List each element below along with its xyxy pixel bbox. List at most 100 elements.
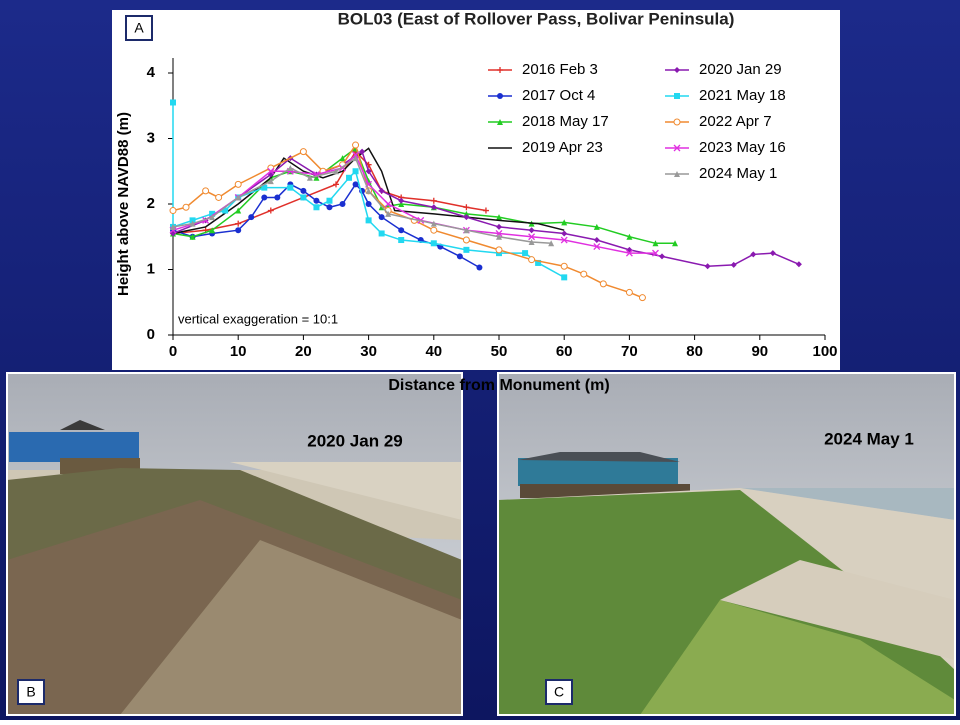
marker: [497, 67, 503, 73]
marker: [673, 144, 681, 152]
marker: [378, 230, 385, 237]
chart-panel: [112, 10, 840, 370]
marker: [528, 227, 535, 234]
panel-label: A: [134, 20, 144, 36]
panel-label-box: [17, 679, 45, 705]
marker: [365, 217, 372, 224]
marker: [235, 207, 242, 214]
panel-label: C: [554, 684, 564, 700]
marker: [561, 219, 568, 226]
marker: [476, 264, 483, 271]
x-tick-label: 60: [556, 343, 573, 360]
marker: [638, 294, 646, 302]
photo-caption: 2024 May 1: [824, 429, 914, 448]
marker: [333, 168, 339, 175]
marker: [169, 207, 177, 215]
marker: [398, 237, 405, 244]
marker: [496, 214, 502, 221]
marker: [672, 240, 679, 247]
marker: [326, 204, 333, 211]
marker: [659, 253, 665, 260]
x-tick-label: 80: [686, 343, 703, 360]
marker: [182, 203, 190, 211]
marker: [626, 233, 633, 240]
marker: [352, 141, 360, 149]
marker: [215, 193, 223, 201]
marker: [359, 148, 366, 155]
marker: [352, 155, 359, 162]
marker: [522, 250, 529, 257]
marker: [795, 261, 802, 268]
x-tick-label: 90: [751, 343, 768, 360]
marker: [248, 214, 255, 221]
marker: [170, 223, 176, 230]
marker: [352, 151, 360, 159]
marker: [652, 249, 659, 257]
marker: [625, 288, 633, 296]
series-line: [172, 153, 656, 254]
y-tick-label: 0: [147, 326, 155, 343]
marker: [625, 249, 633, 257]
marker: [580, 270, 588, 278]
marker: [495, 246, 503, 254]
marker: [535, 259, 542, 266]
marker: [267, 164, 275, 172]
series-line: [172, 157, 552, 245]
legend-label: 2016 Feb 3: [522, 61, 598, 78]
marker: [189, 217, 196, 224]
y-tick-label: 2: [147, 195, 155, 212]
legend-label: 2017 Oct 4: [522, 87, 595, 104]
marker: [463, 210, 470, 217]
series: [169, 141, 646, 302]
marker: [209, 214, 216, 221]
legend-label: 2022 Apr 7: [699, 113, 772, 130]
marker: [385, 210, 392, 217]
panel-label-box: [125, 15, 153, 41]
marker: [339, 201, 346, 207]
marker: [548, 240, 555, 247]
marker: [674, 67, 680, 73]
marker: [456, 253, 463, 260]
marker: [365, 187, 372, 194]
marker: [170, 99, 176, 106]
marker: [496, 233, 502, 240]
marker: [235, 227, 242, 234]
legend-label: 2020 Jan 29: [699, 61, 782, 78]
marker: [560, 236, 568, 244]
marker: [287, 184, 294, 191]
marker: [560, 262, 568, 270]
marker: [769, 250, 776, 257]
marker: [189, 220, 196, 227]
marker: [313, 204, 320, 211]
marker: [313, 174, 320, 181]
marker: [274, 194, 281, 201]
marker: [234, 180, 242, 188]
marker: [209, 210, 216, 217]
marker: [339, 155, 346, 162]
marker: [430, 226, 438, 234]
photo-frames: [6, 372, 956, 716]
marker: [430, 197, 437, 204]
marker: [730, 261, 737, 268]
x-axis-label: Distance from Monument (m): [388, 377, 609, 394]
marker: [261, 194, 268, 201]
x-tick-label: 10: [230, 343, 247, 360]
marker: [593, 243, 601, 251]
marker: [495, 230, 503, 237]
y-tick-label: 1: [147, 260, 155, 277]
marker: [599, 280, 607, 288]
marker: [209, 227, 216, 234]
x-tick-label: 0: [169, 343, 177, 360]
marker: [528, 238, 535, 245]
x-tick-label: 50: [491, 343, 508, 360]
marker: [326, 197, 333, 204]
marker: [346, 174, 353, 181]
marker: [384, 200, 392, 208]
marker: [674, 93, 680, 99]
marker: [561, 274, 568, 281]
legend-label: 2023 May 16: [699, 139, 786, 156]
marker: [235, 194, 242, 201]
marker: [497, 93, 503, 99]
series: [170, 155, 555, 247]
